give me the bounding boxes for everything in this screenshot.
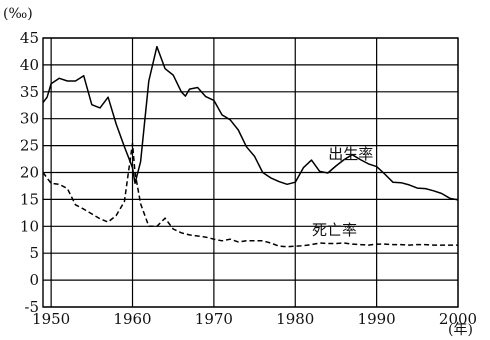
x-tick-label: 1960 — [113, 310, 151, 328]
y-tick-label: -5 — [24, 298, 39, 316]
birth-rate-label: 出生率 — [328, 145, 373, 163]
x-tick-label: 1950 — [32, 310, 70, 328]
death-rate-label: 死亡率 — [312, 221, 357, 239]
x-axis-unit-label: (年) — [448, 322, 473, 338]
x-tick-label: 2000 — [439, 310, 477, 328]
y-tick-label: 40 — [20, 56, 39, 74]
y-axis-ticks: -5 0 5 10 15 20 25 30 35 40 45 — [20, 29, 39, 316]
y-tick-label: 0 — [29, 271, 39, 289]
y-tick-label: 10 — [20, 217, 39, 235]
x-tick-label: 1990 — [358, 310, 396, 328]
x-axis-ticks: 1950 1960 1970 1980 1990 2000 — [32, 310, 477, 328]
x-tick-label: 1970 — [195, 310, 233, 328]
y-tick-label: 45 — [20, 29, 39, 47]
birth-rate-line — [42, 45, 459, 201]
y-axis-unit-label: (‰) — [3, 6, 33, 22]
y-tick-label: 30 — [20, 110, 39, 128]
y-tick-label: 20 — [20, 164, 39, 182]
x-tick-label: 1980 — [276, 310, 314, 328]
y-tick-label: 5 — [29, 244, 39, 262]
series-lines — [42, 45, 459, 248]
death-rate-line — [42, 142, 458, 248]
y-tick-label: 15 — [20, 190, 39, 208]
y-tick-label: 35 — [20, 83, 39, 101]
grid — [43, 37, 459, 308]
y-tick-label: 25 — [20, 137, 39, 155]
